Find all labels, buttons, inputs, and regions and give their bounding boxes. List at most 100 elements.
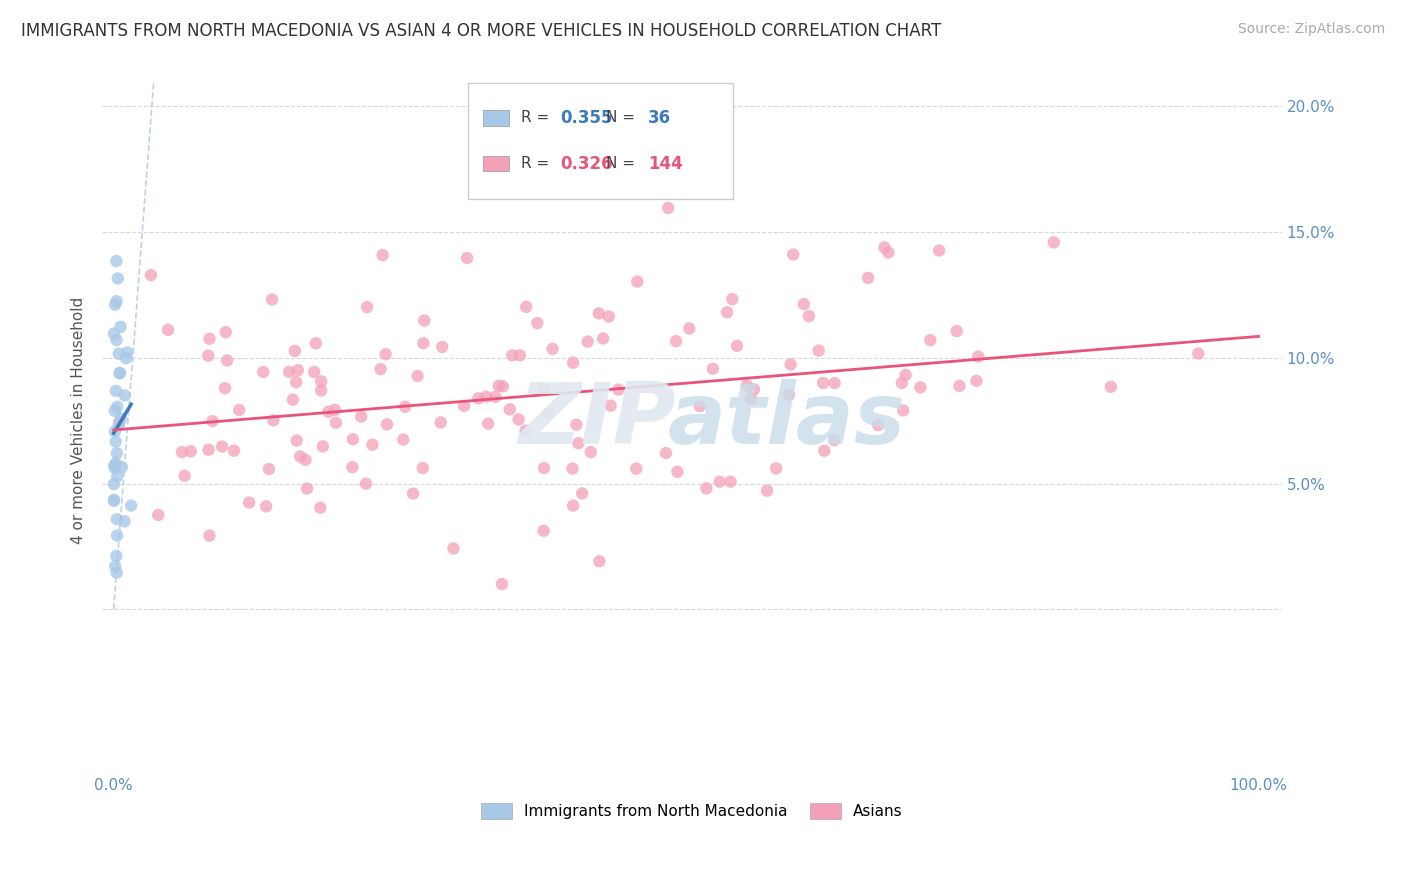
Point bbox=[325, 416, 347, 430]
Point bbox=[412, 336, 434, 351]
Point bbox=[105, 469, 128, 483]
Point bbox=[561, 461, 583, 475]
Point bbox=[370, 362, 392, 376]
Point bbox=[797, 309, 820, 323]
Point bbox=[571, 486, 593, 500]
Point bbox=[779, 358, 801, 372]
Text: 0.355: 0.355 bbox=[560, 109, 612, 127]
Point bbox=[305, 336, 328, 351]
Point bbox=[374, 347, 396, 361]
Text: atlas: atlas bbox=[668, 379, 905, 462]
Point bbox=[104, 456, 127, 470]
Point bbox=[453, 399, 475, 413]
Point bbox=[350, 409, 373, 424]
Bar bbox=[484, 110, 509, 126]
Point bbox=[287, 363, 309, 377]
Point bbox=[288, 450, 311, 464]
Point bbox=[756, 483, 779, 498]
Text: 0.326: 0.326 bbox=[560, 154, 613, 172]
Point bbox=[105, 254, 128, 268]
Point bbox=[371, 248, 394, 262]
Point bbox=[406, 368, 429, 383]
Point bbox=[214, 381, 236, 395]
Point bbox=[599, 399, 621, 413]
Legend: Immigrants from North Macedonia, Asians: Immigrants from North Macedonia, Asians bbox=[475, 797, 908, 825]
Point bbox=[309, 384, 332, 398]
Point bbox=[215, 325, 238, 339]
Point bbox=[285, 375, 308, 389]
Point bbox=[252, 365, 274, 379]
Point bbox=[928, 244, 950, 258]
Point bbox=[257, 462, 280, 476]
Point bbox=[104, 460, 127, 475]
Point bbox=[499, 402, 522, 417]
Point bbox=[477, 417, 499, 431]
Point bbox=[262, 413, 284, 427]
Point bbox=[111, 460, 134, 475]
Point bbox=[877, 245, 900, 260]
Point bbox=[716, 305, 738, 319]
Point bbox=[891, 403, 914, 417]
Point bbox=[526, 316, 548, 330]
Point bbox=[323, 403, 346, 417]
Point bbox=[173, 468, 195, 483]
Text: N =: N = bbox=[606, 156, 640, 171]
Point bbox=[110, 319, 132, 334]
Point bbox=[294, 452, 316, 467]
Point bbox=[823, 433, 845, 447]
Point bbox=[492, 379, 515, 393]
Point bbox=[105, 400, 128, 414]
Point bbox=[197, 349, 219, 363]
Point bbox=[588, 306, 610, 320]
Point bbox=[342, 432, 364, 446]
Point bbox=[198, 529, 221, 543]
Point bbox=[945, 324, 967, 338]
Point bbox=[278, 365, 301, 379]
Point bbox=[475, 390, 498, 404]
Point bbox=[441, 541, 464, 556]
Point bbox=[392, 433, 415, 447]
Point bbox=[456, 251, 478, 265]
Point bbox=[562, 499, 585, 513]
Text: 36: 36 bbox=[648, 109, 671, 127]
Point bbox=[657, 201, 679, 215]
Point bbox=[509, 348, 531, 362]
Point bbox=[309, 500, 332, 515]
Point bbox=[491, 577, 513, 591]
Point bbox=[484, 390, 506, 404]
Point bbox=[868, 418, 890, 433]
Point bbox=[148, 508, 170, 522]
Point bbox=[105, 528, 128, 542]
Point bbox=[782, 247, 804, 261]
Point bbox=[689, 399, 711, 413]
Point bbox=[103, 494, 125, 508]
Point bbox=[1042, 235, 1064, 250]
Point bbox=[678, 321, 700, 335]
Point bbox=[533, 461, 555, 475]
Point bbox=[107, 271, 129, 285]
Point bbox=[721, 292, 744, 306]
Point bbox=[702, 361, 724, 376]
Point bbox=[588, 554, 610, 568]
Point bbox=[467, 392, 489, 406]
Point bbox=[105, 294, 128, 309]
Bar bbox=[484, 156, 509, 171]
Point bbox=[412, 461, 434, 475]
Point bbox=[354, 476, 377, 491]
Point bbox=[211, 440, 233, 454]
Point bbox=[114, 515, 136, 529]
Point bbox=[120, 499, 142, 513]
Point bbox=[103, 477, 125, 491]
Point bbox=[565, 417, 588, 432]
Point bbox=[228, 403, 250, 417]
Point bbox=[157, 323, 180, 337]
Point bbox=[695, 482, 717, 496]
Point bbox=[104, 384, 127, 398]
Point bbox=[108, 366, 131, 380]
Point bbox=[967, 350, 990, 364]
Point bbox=[948, 379, 970, 393]
Point bbox=[579, 445, 602, 459]
Text: R =: R = bbox=[520, 111, 554, 125]
Point bbox=[607, 383, 630, 397]
Point bbox=[533, 383, 555, 397]
